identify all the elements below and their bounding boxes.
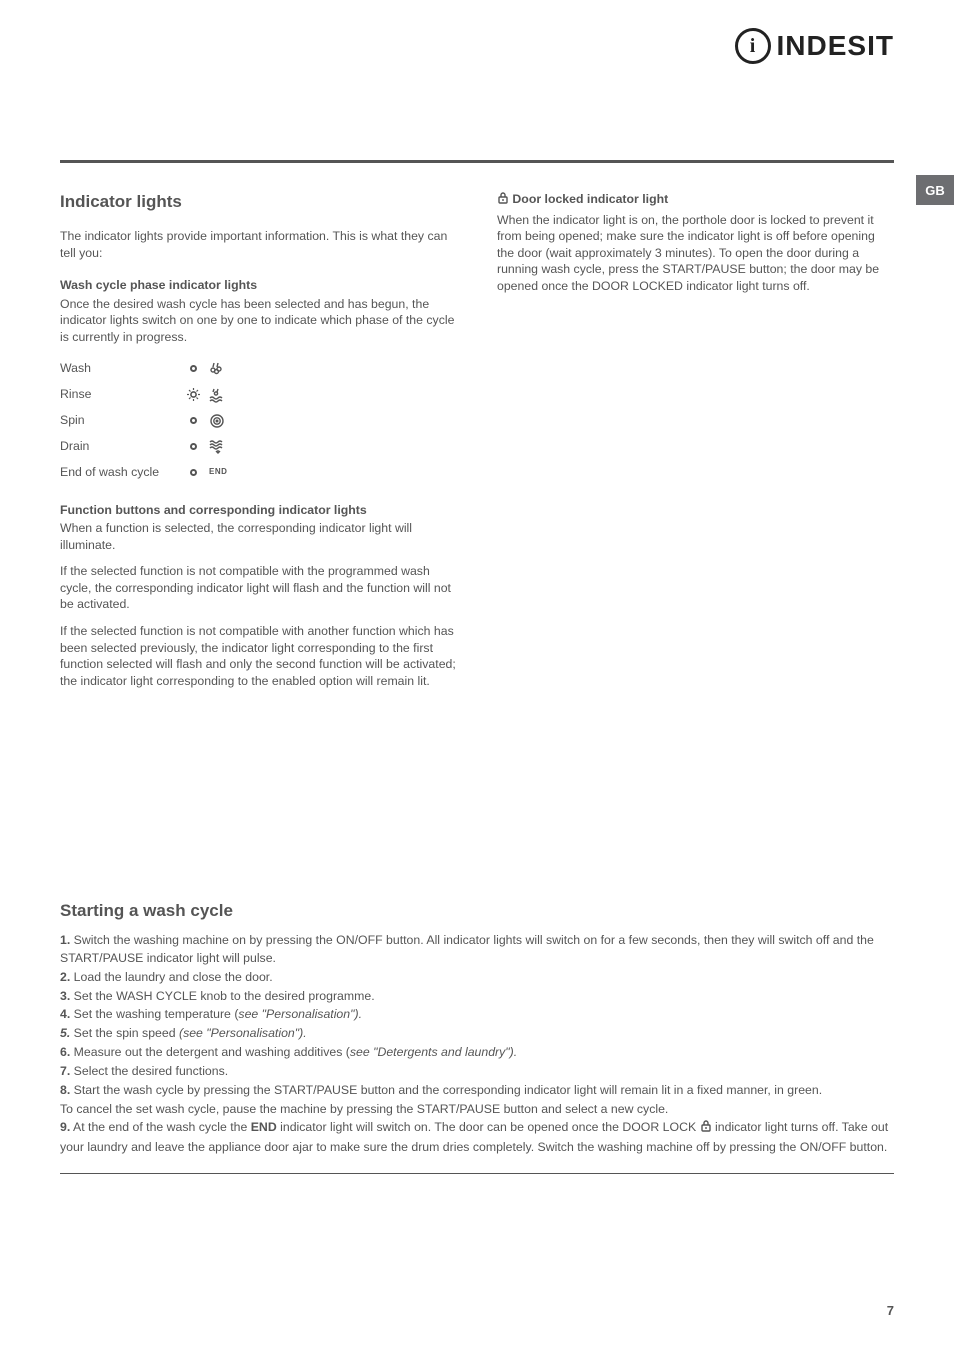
led-icon — [190, 469, 197, 476]
step-text: indicator light will switch on. The door… — [277, 1120, 700, 1134]
page-number: 7 — [887, 1303, 894, 1318]
step-5: 5. Set the spin speed (see "Personalisat… — [60, 1025, 894, 1043]
step-7: 7. Select the desired functions. — [60, 1063, 894, 1081]
step-ref: see "Detergents and laundry"). — [350, 1045, 517, 1059]
step-ref: (see "Personalisation"). — [179, 1026, 307, 1040]
door-locked-heading-text: Door locked indicator light — [512, 192, 668, 206]
step-text: Select the desired functions. — [70, 1064, 228, 1078]
left-column: Indicator lights The indicator lights pr… — [60, 191, 457, 699]
rinse-icon — [209, 387, 227, 403]
phase-row-drain: Drain — [60, 434, 457, 460]
step-2: 2. Load the laundry and close the door. — [60, 969, 894, 987]
step-text: Set the washing temperature ( — [70, 1007, 238, 1021]
step-ref: see "Personalisation"). — [238, 1007, 362, 1021]
led-on-icon — [190, 391, 197, 398]
step-number: 9. — [60, 1120, 70, 1134]
step-text: Measure out the detergent and washing ad… — [70, 1045, 350, 1059]
header-rule — [60, 160, 894, 163]
step-text: Start the wash cycle by pressing the STA… — [70, 1083, 822, 1097]
step-1: 1. Switch the washing machine on by pres… — [60, 932, 894, 968]
brand-wordmark: INDESIT — [777, 30, 894, 62]
step-text: Set the WASH CYCLE knob to the desired p… — [70, 989, 374, 1003]
step-number: 4. — [60, 1007, 70, 1021]
lock-icon — [700, 1119, 712, 1139]
step-9: 9. At the end of the wash cycle the END … — [60, 1119, 894, 1157]
led-icon — [190, 443, 197, 450]
step-number: 6. — [60, 1045, 70, 1059]
end-label: END — [251, 1120, 277, 1134]
starting-heading: Starting a wash cycle — [60, 899, 894, 924]
spin-icon — [209, 413, 225, 429]
step-text: Set the spin speed — [70, 1026, 179, 1040]
door-locked-body: When the indicator light is on, the port… — [497, 212, 894, 295]
phase-lights-heading: Wash cycle phase indicator lights — [60, 277, 457, 294]
function-buttons-p2: If the selected function is not compatib… — [60, 563, 457, 613]
phase-row-wash: Wash — [60, 356, 457, 382]
indicator-lights-intro: The indicator lights provide important i… — [60, 228, 457, 261]
end-icon: END — [209, 467, 227, 478]
function-buttons-p1: When a function is selected, the corresp… — [60, 520, 457, 553]
phase-label: Rinse — [60, 386, 190, 403]
wash-icon — [209, 361, 225, 377]
step-8-cancel: To cancel the set wash cycle, pause the … — [60, 1101, 894, 1119]
phase-row-spin: Spin — [60, 408, 457, 434]
starting-section: Starting a wash cycle 1. Switch the wash… — [60, 899, 894, 1174]
step-text: To cancel the set wash cycle, pause the … — [60, 1102, 668, 1116]
footer-rule — [60, 1173, 894, 1174]
drain-icon — [209, 439, 227, 455]
phase-row-rinse: Rinse — [60, 382, 457, 408]
phase-list: Wash Rinse — [60, 356, 457, 486]
brand-logo: i INDESIT — [735, 28, 894, 64]
step-number: 2. — [60, 970, 70, 984]
step-6: 6. Measure out the detergent and washing… — [60, 1044, 894, 1062]
phase-row-end: End of wash cycle END — [60, 460, 457, 486]
door-locked-heading: Door locked indicator light — [497, 191, 894, 210]
brand-i-icon: i — [735, 28, 771, 64]
function-buttons-p3: If the selected function is not compatib… — [60, 623, 457, 689]
right-column: Door locked indicator light When the ind… — [497, 191, 894, 699]
step-number: 3. — [60, 989, 70, 1003]
step-number: 1. — [60, 933, 70, 947]
led-icon — [190, 417, 197, 424]
function-buttons-heading: Function buttons and corresponding indic… — [60, 502, 457, 519]
step-text: At the end of the wash cycle the — [70, 1120, 250, 1134]
lock-icon — [497, 191, 509, 210]
language-tab: GB — [916, 175, 954, 205]
step-4: 4. Set the washing temperature (see "Per… — [60, 1006, 894, 1024]
step-text: Load the laundry and close the door. — [70, 970, 272, 984]
step-number: 7. — [60, 1064, 70, 1078]
phase-label: Spin — [60, 412, 190, 429]
led-icon — [190, 365, 197, 372]
phase-label: Wash — [60, 360, 190, 377]
phase-lights-body: Once the desired wash cycle has been sel… — [60, 296, 457, 346]
page: i INDESIT GB Indicator lights The indica… — [0, 0, 954, 1350]
step-3: 3. Set the WASH CYCLE knob to the desire… — [60, 988, 894, 1006]
phase-label: Drain — [60, 438, 190, 455]
step-text: Switch the washing machine on by pressin… — [60, 933, 874, 965]
step-8: 8. Start the wash cycle by pressing the … — [60, 1082, 894, 1100]
content-columns: Indicator lights The indicator lights pr… — [60, 191, 894, 699]
indicator-lights-heading: Indicator lights — [60, 191, 457, 214]
phase-label: End of wash cycle — [60, 464, 190, 481]
step-number: 5. — [60, 1026, 70, 1040]
step-number: 8. — [60, 1083, 70, 1097]
